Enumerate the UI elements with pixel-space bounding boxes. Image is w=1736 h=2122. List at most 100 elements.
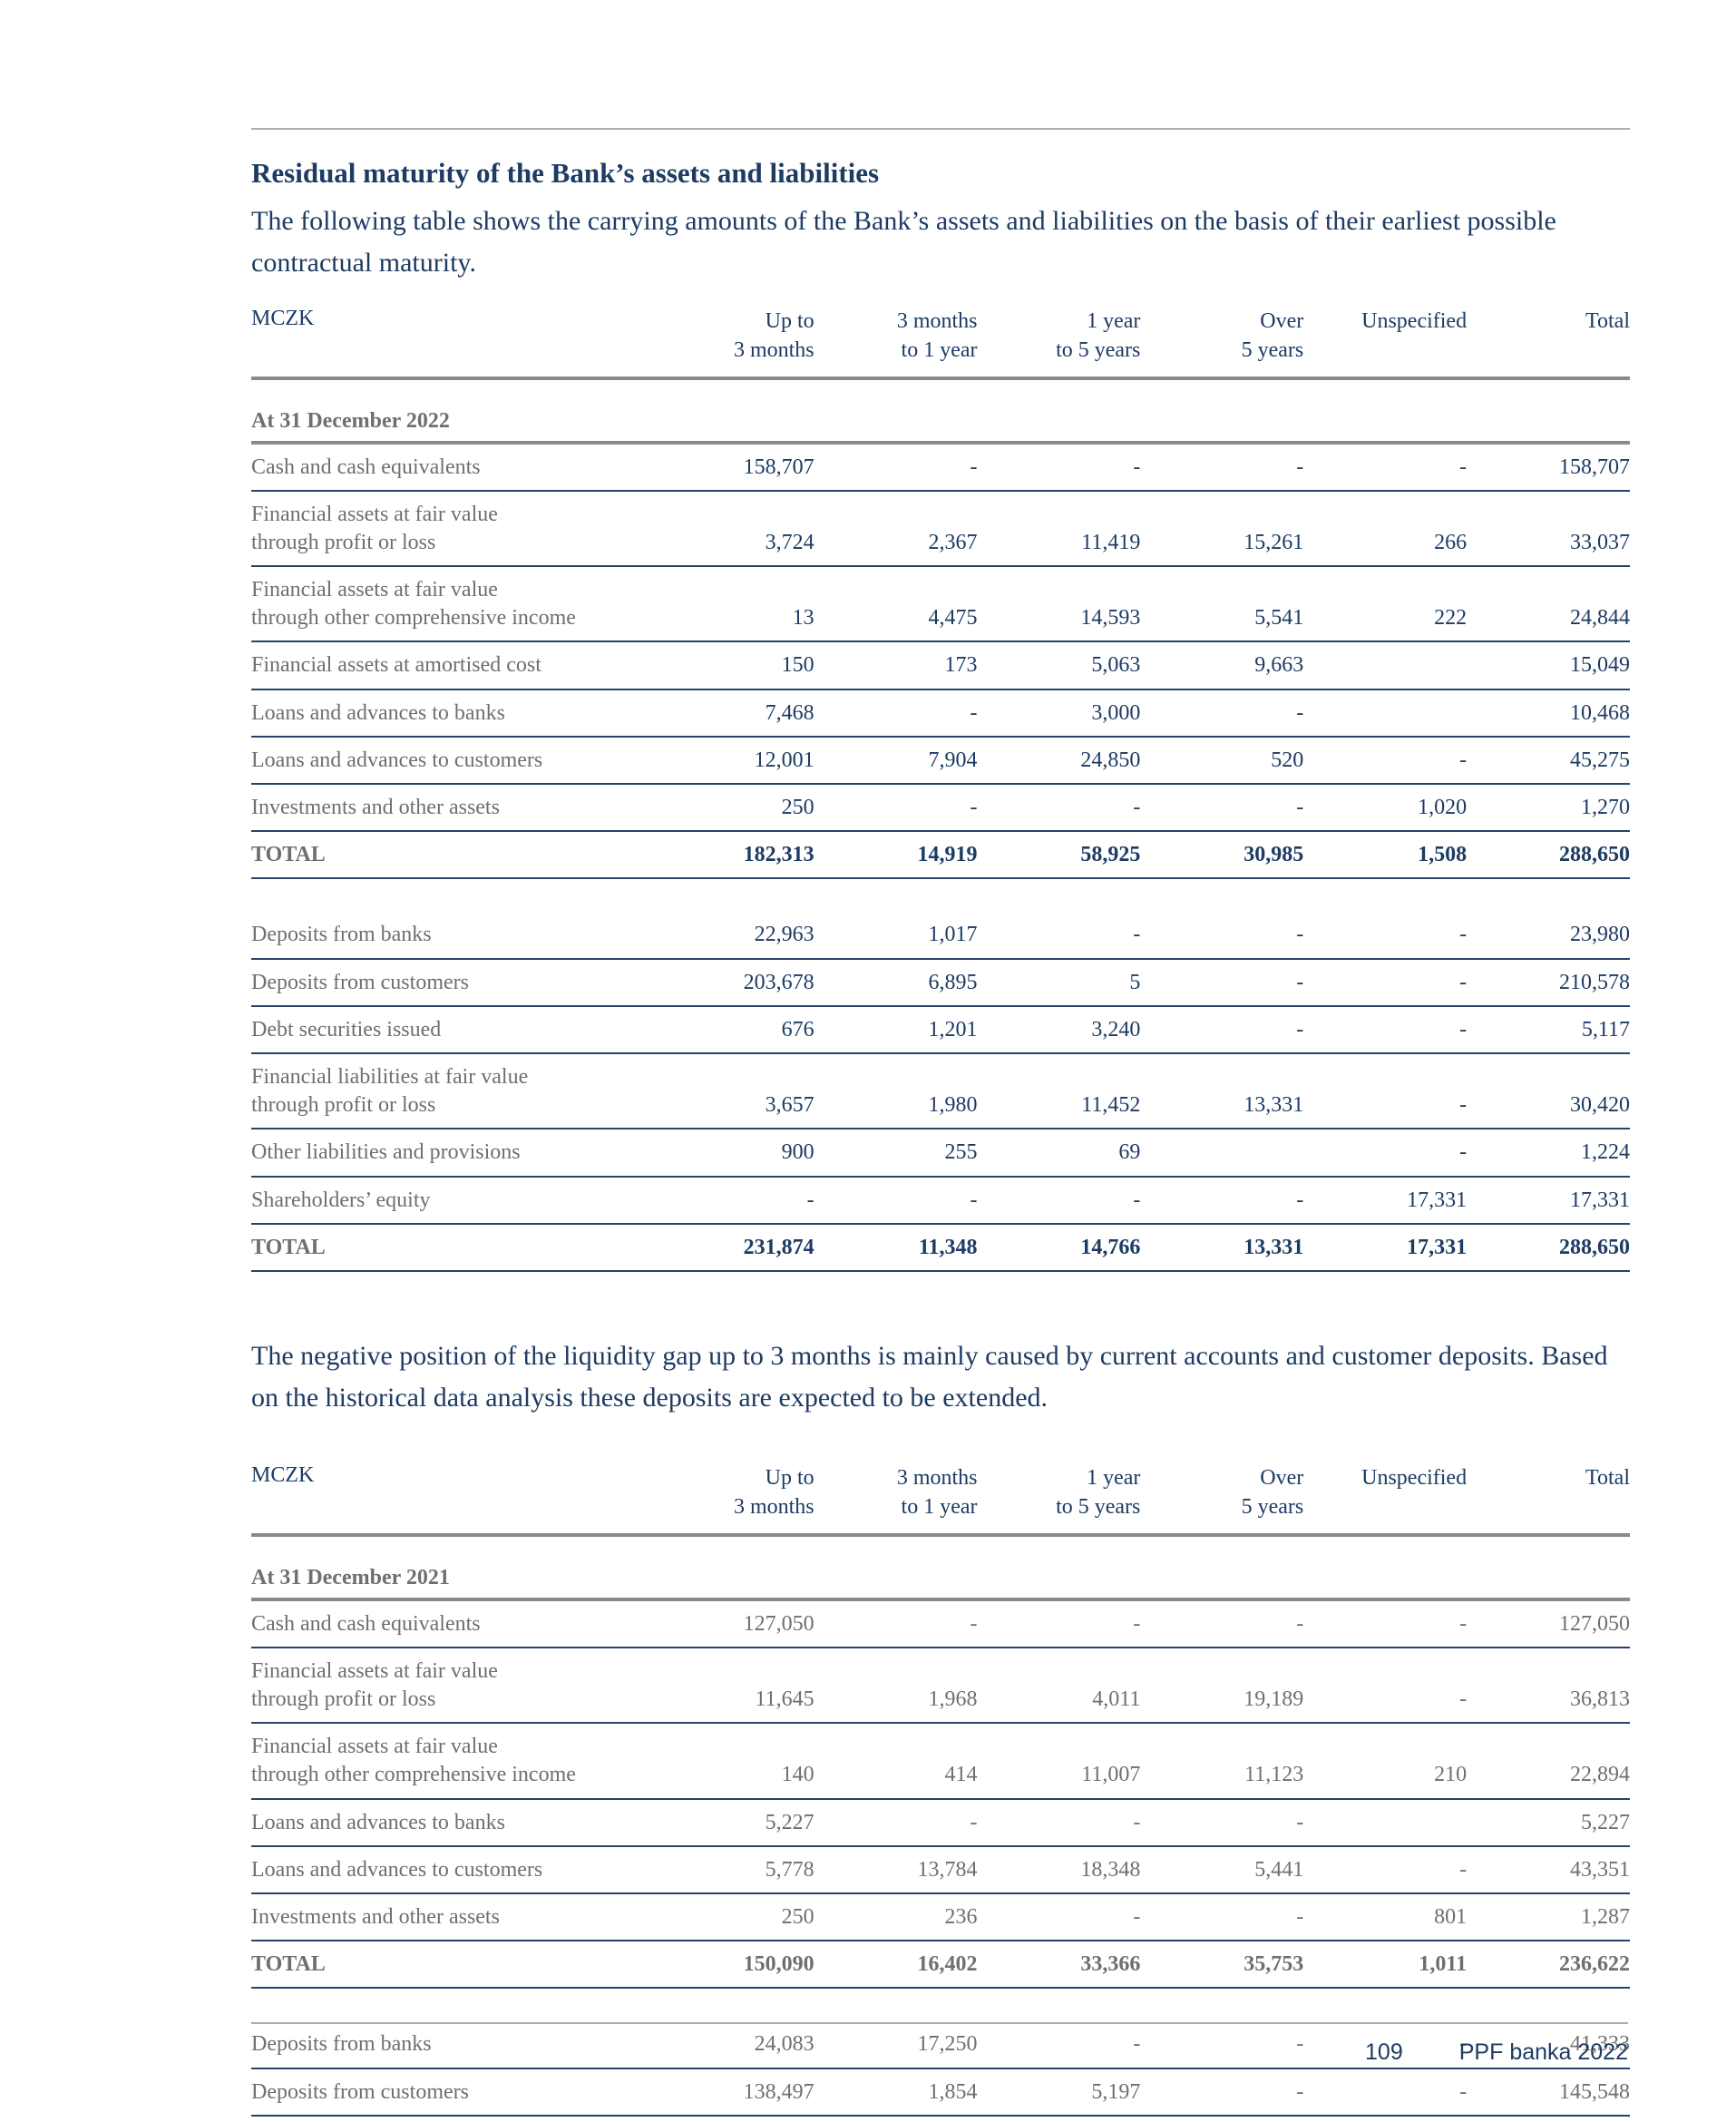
cell-value: -	[970, 1810, 978, 1834]
cell-value: 45,275	[1570, 748, 1630, 772]
column-header: 1 year to 5 years	[1056, 1465, 1141, 1520]
cell-value: -	[1296, 796, 1304, 820]
row-label: Financial assets at fair value through p…	[251, 1658, 498, 1712]
cell-value: 4,011	[1092, 1687, 1141, 1712]
cell-value: -	[1296, 1188, 1304, 1212]
row-label: Investments and other assets	[251, 1905, 500, 1929]
cell-value: 173	[944, 653, 978, 678]
cell-value: 231,874	[743, 1235, 814, 1259]
cell-value: 1,854	[928, 2079, 978, 2104]
cell-value: 15,261	[1243, 530, 1304, 554]
row-label: Deposits from banks	[251, 2032, 432, 2057]
cell-value: -	[1459, 970, 1468, 994]
row-label: Shareholders’ equity	[251, 1188, 431, 1212]
section-gap-cell	[251, 878, 1630, 912]
cell-value: -	[970, 1611, 978, 1636]
cell-value: 3,657	[765, 1093, 814, 1118]
section-gap	[251, 1988, 1630, 2021]
cell-value: 9,663	[1254, 653, 1304, 678]
cell-value: 900	[781, 1140, 814, 1165]
cell-value: 43,351	[1570, 1857, 1630, 1882]
column-header: 1 year to 5 years	[1056, 308, 1141, 363]
cell-value: -	[1459, 1017, 1468, 1041]
row-label: Financial assets at fair value through o…	[251, 1735, 576, 1787]
row-label: Loans and advances to banks	[251, 1810, 505, 1834]
cell-value: 138,497	[743, 2079, 814, 2104]
cell-value: -	[1133, 1611, 1141, 1636]
cell-value: 12,001	[754, 748, 814, 772]
section-title-row: At 31 December 2021	[251, 1535, 1630, 1599]
cell-value: -	[1459, 2032, 1468, 2057]
cell-value: 520	[1271, 748, 1304, 772]
cell-value: 17,331	[1407, 1188, 1468, 1212]
cell-value: 5,541	[1254, 606, 1304, 631]
table-unit-label: MCZK	[251, 1462, 315, 1487]
cell-value: 2,615	[978, 2116, 1141, 2122]
table-row: Shareholders’ equity - - - - 17,331 17,331	[251, 1177, 1630, 1224]
cell-value: 17,250	[917, 2032, 978, 2057]
total-row: TOTAL 150,090 16,402 33,366 35,753 1,011 236,6…	[251, 1941, 1630, 1989]
cell-value: 1,980	[928, 1093, 978, 1118]
cell-value: 11,452	[1081, 1093, 1141, 1118]
section-title: At 31 December 2022	[251, 408, 450, 433]
cell-value: 266	[1434, 530, 1468, 554]
row-label: Deposits from banks	[251, 923, 432, 947]
cell-value: -	[1133, 455, 1141, 479]
cell-value: 1,020	[1418, 796, 1468, 820]
cell-value: 158,707	[743, 455, 814, 479]
cell-value: 24,850	[1080, 748, 1141, 772]
footer-divider	[251, 2022, 1628, 2024]
cell-value: 3,240	[1091, 1017, 1141, 1041]
column-header: Up to 3 months	[733, 1465, 814, 1520]
section-title-row: At 31 December 2022	[251, 378, 1630, 443]
row-label: Loans and advances to customers	[251, 748, 543, 772]
cell-value: 23,980	[1570, 923, 1630, 947]
table-row: Deposits from customers 203,678 6,895 5 - - 21…	[251, 959, 1630, 1006]
cell-value: -	[1459, 748, 1468, 772]
note-paragraph: The negative position of the liquidity g…	[251, 1340, 1608, 1413]
column-header: Total	[1585, 1465, 1630, 1490]
cell-value: 11,348	[918, 1235, 978, 1259]
row-label: Cash and cash equivalents	[251, 1611, 481, 1636]
cell-value: -	[1133, 1810, 1141, 1834]
row-label: Loans and advances to customers	[251, 1857, 543, 1882]
cell-value: -	[1133, 923, 1141, 947]
cell-value: 11,645	[755, 1687, 814, 1712]
row-label: Loans and advances to banks	[251, 700, 505, 725]
cell-value: -	[1296, 923, 1304, 947]
cell-value: 41,333	[1570, 2032, 1630, 2057]
cell-value: 222	[1434, 606, 1468, 631]
cell-value: 5	[1129, 970, 1141, 994]
cell-value: 30,985	[1243, 843, 1304, 867]
cell-value: -	[970, 455, 978, 479]
cell-value: 18,348	[1080, 1857, 1141, 1882]
row-label: TOTAL	[251, 1952, 326, 1977]
cell-value: -	[1296, 1905, 1304, 1929]
cell-value: 36,813	[1570, 1687, 1630, 1712]
row-label: Cash and cash equivalents	[251, 455, 481, 479]
cell-value: 17,331	[1407, 1235, 1468, 1259]
cell-value: 2,367	[928, 530, 978, 554]
row-label: TOTAL	[251, 843, 326, 867]
cell-value: 13,784	[917, 1857, 978, 1882]
column-header: Unspecified	[1361, 1465, 1468, 1490]
column-header: Over 5 years	[1241, 308, 1304, 363]
cell-value: 11,419	[1081, 530, 1141, 554]
cell-value: -	[1296, 970, 1304, 994]
table-row: Loans and advances to banks 5,227 - - - 5,227	[251, 1799, 1630, 1846]
cell-value: -	[970, 700, 978, 725]
cell-value: 150,090	[743, 1952, 814, 1977]
intro-paragraph: The following table shows the carrying a…	[251, 205, 1556, 279]
cell-value: -	[1459, 2079, 1468, 2104]
cell-value: 7,468	[765, 700, 814, 725]
cell-value: 15,049	[1570, 653, 1630, 678]
cell-value: -	[1459, 455, 1468, 479]
cell-value: 4,411	[1467, 2116, 1630, 2122]
table-header-row: MCZK Up to 3 months 3 months to 1 year 1 ye…	[251, 1463, 1630, 1535]
cell-value: 69	[1118, 1140, 1141, 1165]
table-row: Cash and cash equivalents 127,050 - - - - 127,…	[251, 1599, 1630, 1648]
cell-value: -	[1296, 700, 1304, 725]
cell-value: 236,622	[1559, 1952, 1630, 1977]
cell-value: 5,227	[1581, 1810, 1630, 1834]
